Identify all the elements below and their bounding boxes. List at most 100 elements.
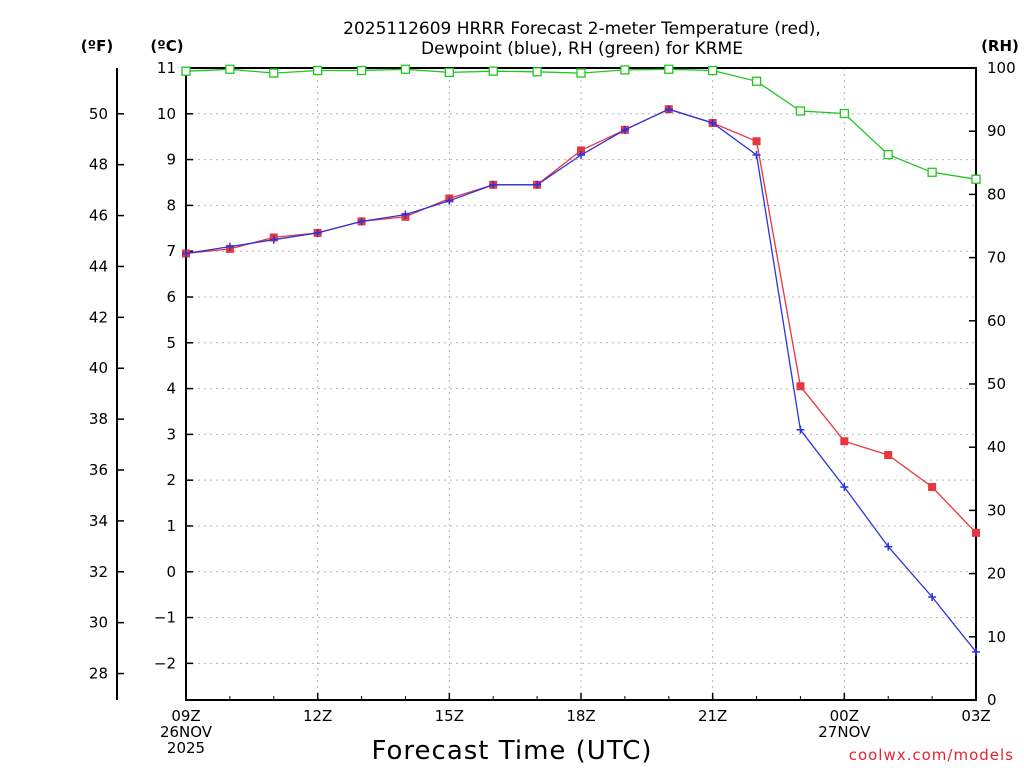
dewpoint-marker xyxy=(664,105,673,114)
rh-marker xyxy=(971,174,981,184)
dewpoint-marker xyxy=(577,151,585,160)
fahrenheit-tick-label: 38 xyxy=(89,410,108,428)
rh-marker xyxy=(444,67,454,78)
fahrenheit-tick-label: 40 xyxy=(89,359,108,377)
rh-marker xyxy=(532,67,542,77)
celsius-tick-label: −2 xyxy=(154,654,176,672)
rh-marker xyxy=(839,108,849,119)
celsius-tick-label: 11 xyxy=(157,59,176,77)
time-tick-label: 27NOV xyxy=(818,723,871,741)
dewpoint-marker xyxy=(445,196,454,205)
dewpoint-marker xyxy=(269,235,278,244)
time-tick-label: 03Z xyxy=(961,707,990,725)
fahrenheit-tick-label: 32 xyxy=(89,563,108,581)
fahrenheit-tick-label: 42 xyxy=(89,308,108,326)
dewpoint-marker xyxy=(840,483,849,492)
x-axis-label: Forecast Time (UTC) xyxy=(371,736,652,766)
rh-marker xyxy=(313,65,323,76)
dewpoint-marker xyxy=(796,425,805,434)
temperature-marker xyxy=(884,450,893,459)
credit-text: coolwx.com/models xyxy=(849,746,1014,764)
time-tick-label: 2025 xyxy=(167,739,205,757)
dewpoint-marker xyxy=(884,542,893,551)
rh-tick-label: 50 xyxy=(987,375,1006,393)
dewpoint-marker xyxy=(928,592,937,601)
dewpoint-marker xyxy=(708,118,717,127)
dewpoint-marker xyxy=(401,210,410,219)
celsius-tick-label: 0 xyxy=(166,563,176,581)
rh-marker xyxy=(356,65,367,76)
time-tick-label: 09Z xyxy=(171,707,200,725)
temperature-marker xyxy=(840,437,849,446)
dewpoint-marker xyxy=(620,125,629,134)
fahrenheit-unit-label: (ºF) xyxy=(81,37,113,55)
dewpoint-marker xyxy=(752,151,761,160)
time-tick-label: 18Z xyxy=(566,707,595,725)
dewpoint-marker xyxy=(489,180,498,189)
rh-marker xyxy=(620,65,630,75)
rh-marker xyxy=(269,68,279,78)
dewpoint-marker xyxy=(357,217,366,226)
celsius-tick-label: 7 xyxy=(166,242,176,260)
rh-tick-label: 40 xyxy=(987,438,1006,456)
temperature-marker xyxy=(752,137,761,146)
grid-lines xyxy=(186,68,976,700)
rh-marker xyxy=(664,64,674,74)
rh-marker xyxy=(488,66,498,76)
temperature-marker xyxy=(972,528,980,537)
rh-tick-label: 0 xyxy=(987,691,997,709)
rh-marker xyxy=(795,106,806,116)
celsius-tick-label: 3 xyxy=(166,425,176,443)
time-tick-label: 26NOV xyxy=(160,723,213,741)
dewpoint-marker xyxy=(225,242,234,251)
rh-marker xyxy=(751,76,762,86)
celsius-tick-label: 6 xyxy=(166,288,176,306)
celsius-tick-label: 8 xyxy=(166,196,176,214)
rh-axis: 0 10 20 30 40 50 60 70 80 90 100 xyxy=(969,59,1016,709)
temperature-marker xyxy=(796,382,805,391)
celsius-tick-label: 9 xyxy=(166,151,176,169)
celsius-tick-label: 1 xyxy=(166,517,176,535)
celsius-tick-label: 2 xyxy=(166,471,176,489)
celsius-unit-label: (ºC) xyxy=(150,37,183,55)
rh-tick-label: 60 xyxy=(987,312,1006,330)
fahrenheit-tick-label: 48 xyxy=(89,156,108,174)
rh-marker xyxy=(576,68,586,78)
rh-marker xyxy=(225,64,235,74)
time-tick-label: 00Z xyxy=(830,707,859,725)
rh-marker xyxy=(927,167,937,177)
rh-marker xyxy=(708,65,718,76)
time-tick-label: 21Z xyxy=(698,707,727,725)
plot-frame xyxy=(185,67,977,701)
fahrenheit-tick-label: 46 xyxy=(89,207,108,225)
rh-marker xyxy=(400,64,411,74)
series-layer xyxy=(181,64,981,656)
rh-unit-label: (RH) xyxy=(981,37,1019,55)
fahrenheit-tick-label: 34 xyxy=(89,512,108,530)
chart-title-line2: Dewpoint (blue), RH (green) for KRME xyxy=(421,39,743,59)
rh-tick-label: 80 xyxy=(987,185,1006,203)
time-tick-label: 12Z xyxy=(303,707,332,725)
rh-tick-label: 10 xyxy=(987,628,1006,646)
dewpoint-marker xyxy=(313,228,322,237)
celsius-tick-label: −1 xyxy=(154,609,176,627)
rh-line xyxy=(185,68,977,180)
rh-tick-label: 70 xyxy=(987,249,1006,267)
rh-tick-label: 20 xyxy=(987,565,1006,583)
rh-marker xyxy=(181,66,191,76)
fahrenheit-tick-label: 30 xyxy=(89,614,108,632)
rh-tick-label: 90 xyxy=(987,122,1006,140)
rh-marker xyxy=(883,149,893,160)
fahrenheit-tick-label: 50 xyxy=(89,105,108,123)
dewpoint-marker xyxy=(972,647,980,656)
fahrenheit-axis: 28 30 32 34 36 38 40 42 44 46 48 50 xyxy=(89,105,124,683)
celsius-tick-label: 10 xyxy=(157,105,176,123)
dewpoint-marker xyxy=(182,249,190,258)
rh-tick-label: 100 xyxy=(987,59,1016,77)
fahrenheit-tick-label: 36 xyxy=(89,461,108,479)
time-tick-label: 15Z xyxy=(435,707,464,725)
temperature-marker xyxy=(928,483,937,492)
fahrenheit-tick-label: 28 xyxy=(89,665,108,683)
celsius-tick-label: 5 xyxy=(166,334,176,352)
